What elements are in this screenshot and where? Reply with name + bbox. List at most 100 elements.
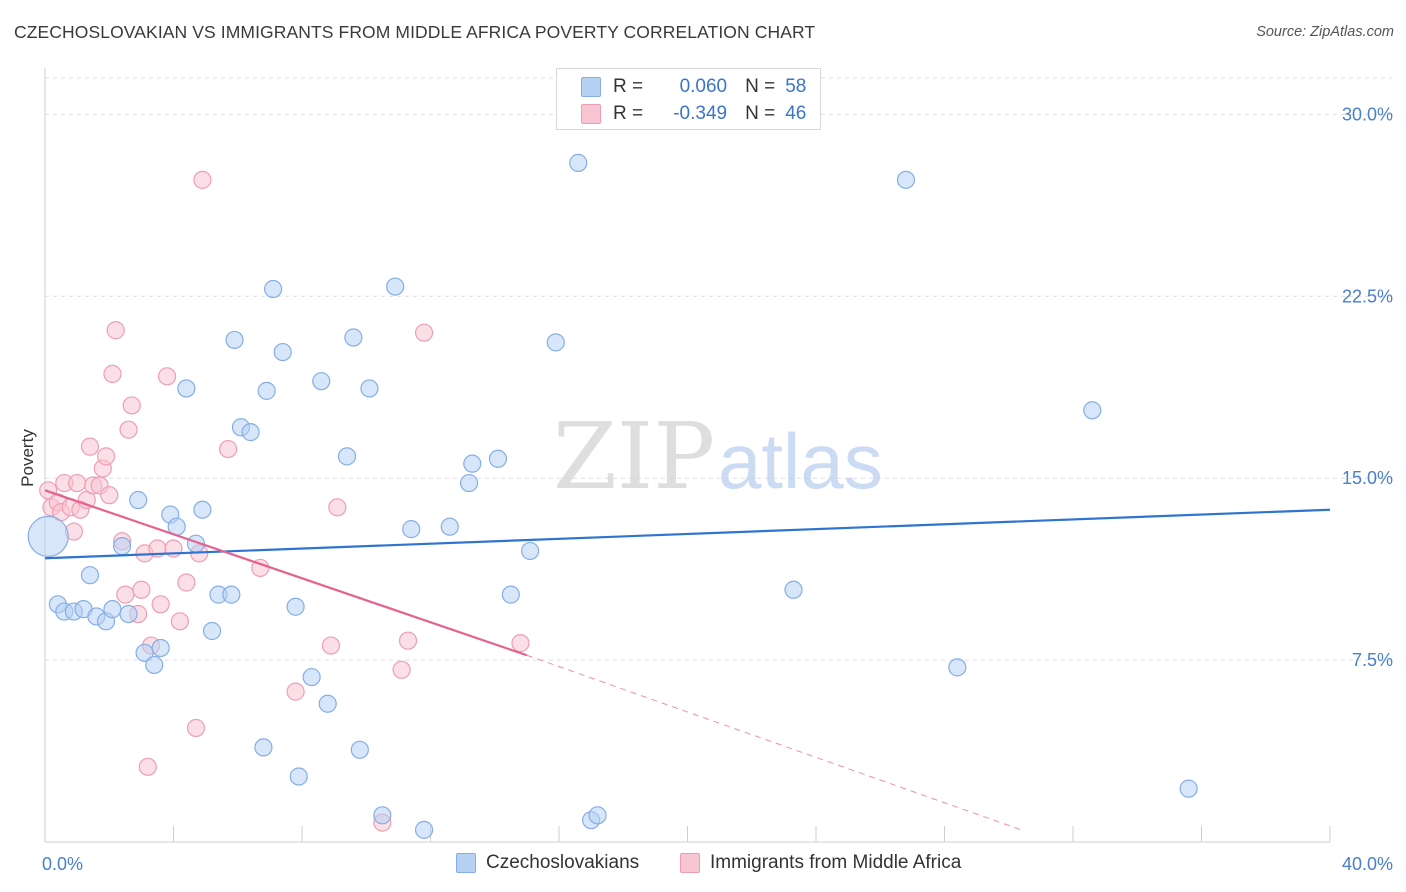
data-point-blue: [896, 170, 916, 189]
watermark-atlas: atlas: [718, 417, 883, 505]
data-point-pink: [100, 486, 119, 505]
data-point-blue: [546, 333, 565, 352]
data-point-blue: [202, 621, 222, 641]
series-legend-label: Czechoslovakians: [486, 852, 640, 873]
legend-n-label: N =: [745, 103, 776, 124]
data-point-blue: [257, 381, 276, 400]
data-point-blue: [151, 638, 170, 658]
source-label: Source: ZipAtlas.com: [1256, 24, 1394, 40]
y-axis-label: Poverty: [18, 429, 37, 487]
data-point-blue: [312, 372, 331, 391]
data-point-pink: [219, 439, 238, 459]
data-point-blue: [414, 820, 434, 839]
data-point-blue: [302, 667, 321, 687]
data-point-pink: [511, 634, 530, 653]
legend-swatch-blue: [581, 77, 601, 97]
data-point-pink: [414, 323, 434, 342]
data-point-blue: [784, 580, 803, 599]
trend-line-blue: [44, 508, 1331, 560]
data-point-blue: [350, 740, 369, 759]
data-point-blue: [344, 328, 363, 347]
x-tick-label: 40.0%: [1342, 854, 1393, 874]
data-point-pink: [193, 170, 212, 189]
data-point-blue: [337, 447, 357, 466]
data-point-pink: [170, 612, 190, 631]
data-point-blue: [112, 537, 132, 556]
data-point-blue: [263, 279, 283, 299]
correlation-legend: R = 0.060 N = 58 R = -0.349 N = 46: [556, 68, 821, 130]
data-point-blue: [103, 600, 122, 619]
data-point-pink: [106, 321, 125, 340]
y-tick-label: 7.5%: [1352, 650, 1393, 670]
data-point-blue: [225, 330, 244, 350]
data-point-pink: [122, 396, 141, 415]
data-point-pink: [157, 367, 177, 386]
data-point-blue: [145, 655, 164, 675]
data-point-pink: [96, 447, 116, 466]
data-point-pink: [286, 682, 305, 701]
data-point-blue: [402, 520, 421, 539]
data-point-pink: [132, 580, 151, 599]
data-point-blue: [119, 604, 138, 624]
data-point-pink: [321, 636, 341, 655]
data-point-pink: [138, 757, 157, 776]
data-point-pink: [328, 498, 347, 517]
series-swatch-blue: [456, 853, 476, 873]
data-point-blue: [80, 566, 100, 585]
legend-n-label: N =: [745, 76, 776, 97]
data-point-pink: [80, 437, 100, 456]
legend-swatch-pink: [581, 104, 601, 124]
legend-r-value: 0.060: [679, 76, 728, 97]
data-point-pink: [103, 364, 122, 383]
data-point-blue: [222, 585, 241, 604]
legend-r-value: -0.349: [673, 103, 728, 124]
data-point-blue: [948, 658, 967, 677]
chart-title: CZECHOSLOVAKIAN VS IMMIGRANTS FROM MIDDL…: [14, 22, 816, 42]
data-point-blue: [501, 585, 520, 604]
watermark-zip: ZIP: [553, 403, 715, 510]
series-legend-label: Immigrants from Middle Africa: [710, 852, 962, 873]
data-point-blue: [254, 738, 273, 757]
data-point-pink: [186, 718, 206, 738]
data-point-pink: [151, 595, 170, 614]
series-legend-item-pink[interactable]: Immigrants from Middle Africa: [680, 852, 961, 874]
watermark: ZIP atlas: [553, 403, 883, 510]
data-point-pink: [119, 420, 138, 439]
data-point-blue: [463, 454, 482, 473]
data-point-blue: [360, 379, 379, 398]
pink-series-points: [39, 170, 530, 832]
x-tick-label: 0.0%: [42, 854, 83, 874]
series-swatch-pink: [680, 853, 700, 873]
data-point-pink: [398, 631, 418, 650]
y-tick-label: 22.5%: [1342, 286, 1393, 306]
data-point-blue: [386, 277, 405, 296]
data-point-pink: [68, 473, 87, 493]
blue-series-points: [27, 153, 1198, 839]
data-point-blue: [129, 490, 148, 510]
data-point-blue: [1083, 401, 1102, 420]
series-legend-item-blue[interactable]: Czechoslovakians: [456, 852, 639, 874]
legend-r-label: R =: [613, 76, 644, 97]
legend-r-label: R =: [613, 103, 644, 124]
gridlines: [45, 77, 1392, 661]
trend-lines: [44, 489, 1331, 832]
trend-line-pink-extension: [526, 654, 1025, 832]
data-point-pink: [177, 573, 196, 592]
trend-line-pink: [44, 489, 528, 657]
data-point-blue: [520, 541, 540, 561]
data-point-blue: [193, 500, 212, 519]
data-point-blue: [488, 449, 508, 468]
legend-n-value: 46: [785, 103, 807, 124]
data-point-blue: [27, 515, 69, 558]
data-point-blue: [569, 153, 588, 172]
legend-row-pink: R = -0.349 N = 46: [581, 102, 806, 126]
data-point-blue: [286, 597, 305, 616]
data-point-blue: [1179, 779, 1198, 798]
data-point-blue: [318, 694, 337, 713]
data-point-blue: [373, 806, 392, 825]
legend-n-value: 58: [785, 76, 807, 97]
data-point-blue: [459, 473, 479, 493]
data-point-blue: [289, 767, 308, 786]
data-point-blue: [273, 342, 292, 362]
